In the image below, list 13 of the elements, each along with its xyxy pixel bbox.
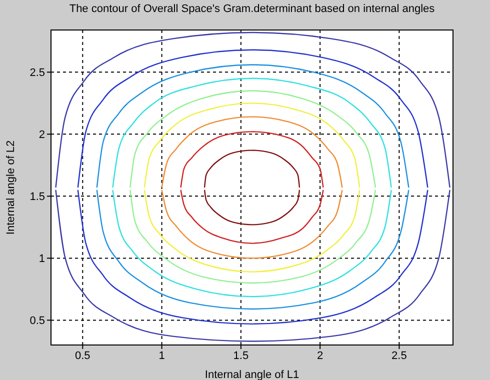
y-tick-label: 1	[38, 253, 45, 266]
y-tick-label: 2	[38, 129, 45, 142]
y-tick-label: 2.5	[30, 67, 45, 80]
x-tick-label: 2.5	[392, 350, 407, 362]
y-tick-label: 1.5	[30, 191, 45, 204]
x-axis-title: Internal angle of L1	[204, 369, 300, 380]
x-tick-label: 0.5	[75, 350, 90, 362]
y-tick-label: 0.5	[30, 315, 45, 328]
y-axis-title: Internal angle of L2	[4, 140, 17, 235]
x-tick-label: 1	[158, 350, 165, 362]
x-tick-label: 1.5	[233, 350, 249, 362]
x-tick-label: 2	[316, 350, 324, 362]
chart-title: The contour of Overall Space's Gram.determinant based on internal angles	[68, 3, 436, 15]
